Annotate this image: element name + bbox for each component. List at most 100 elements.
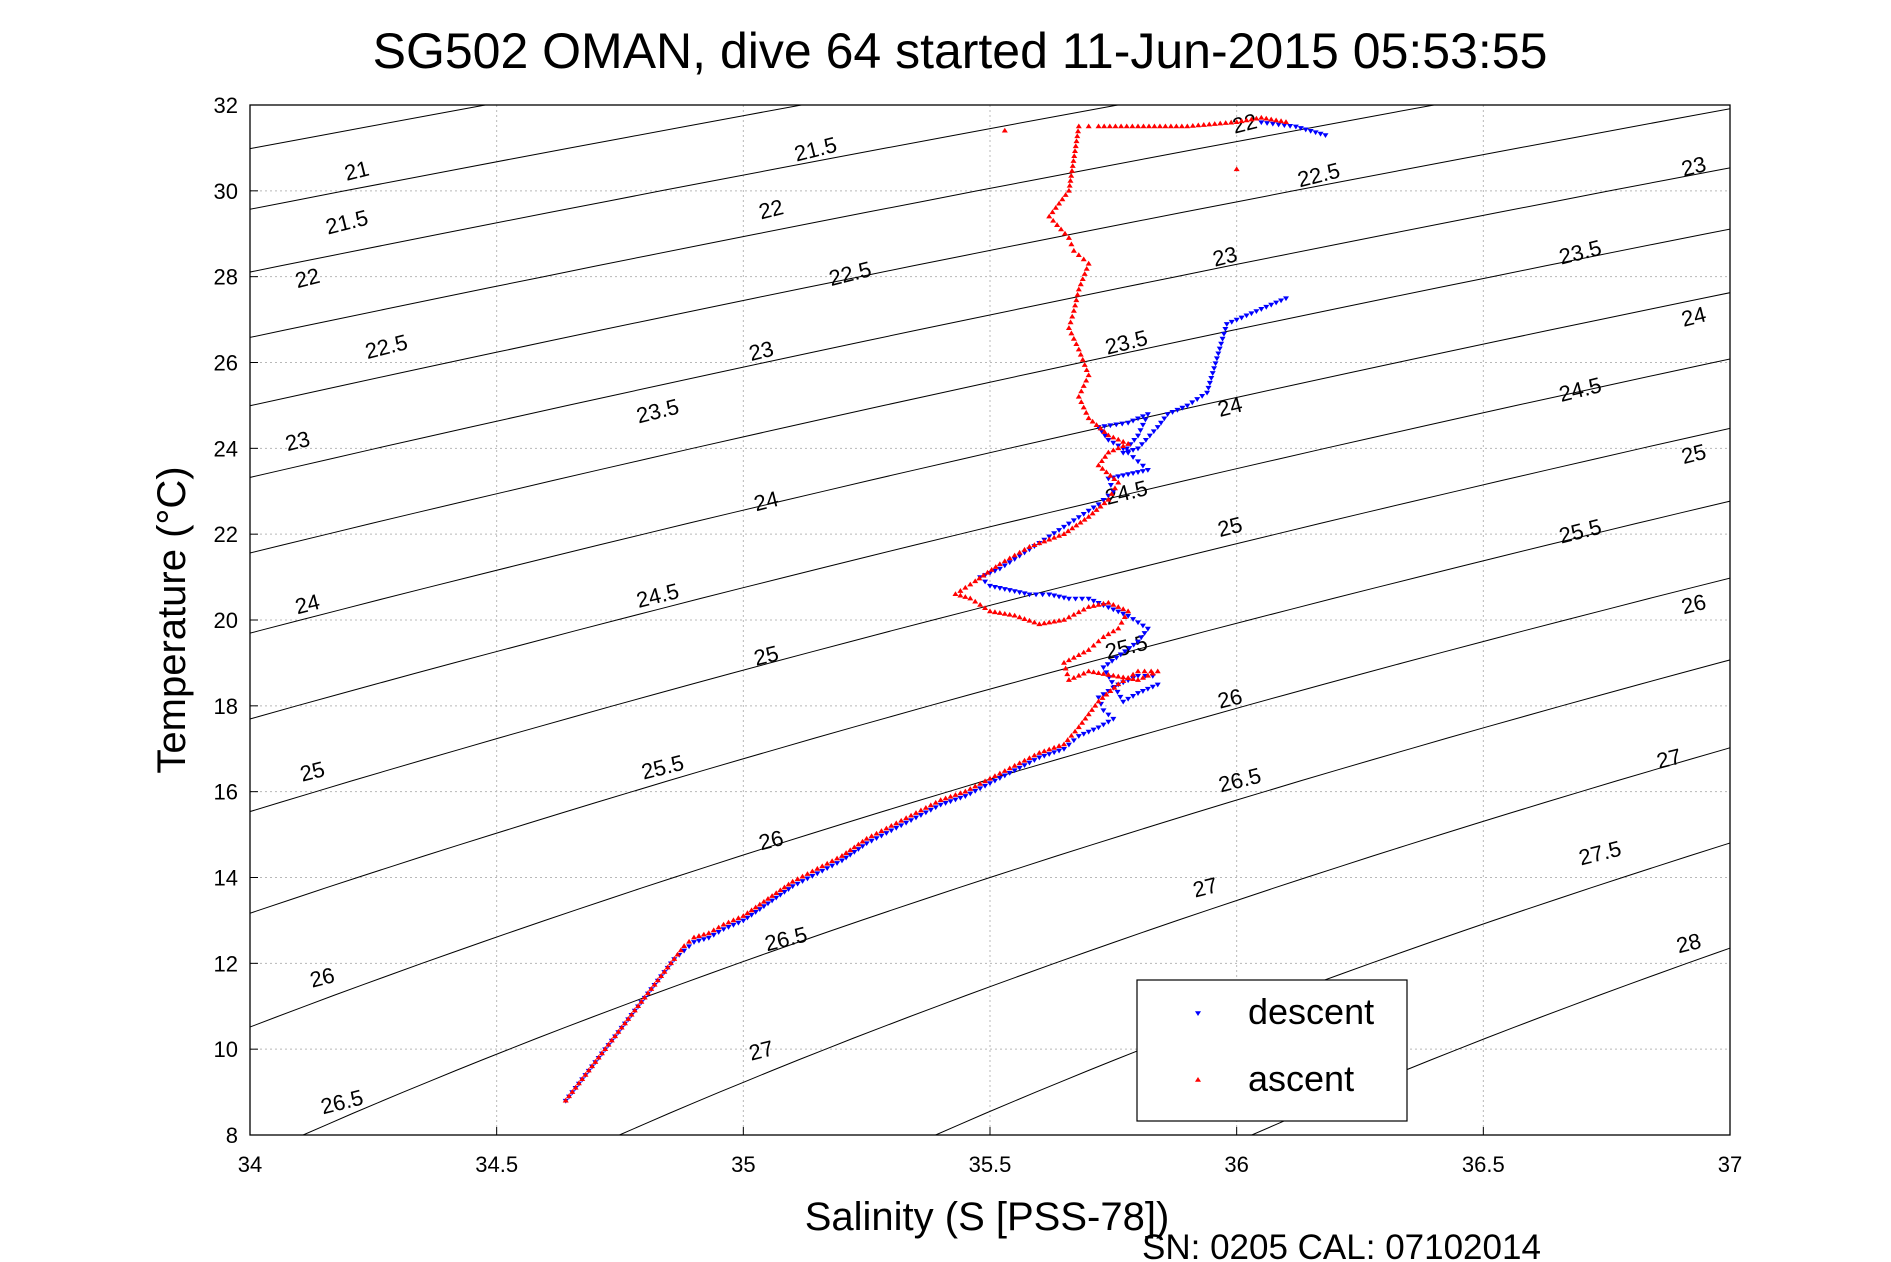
ascent-point [982,778,989,784]
descent-point [1006,770,1013,776]
ascent-point [1115,681,1122,687]
descent-point [957,795,964,801]
descent-point [1006,560,1013,566]
descent-point [1110,489,1117,495]
descent-point [1174,407,1181,413]
ascent-point [748,907,755,913]
descent-point [1011,557,1018,562]
ascent-point [1075,609,1082,615]
ascent-point [1049,209,1056,215]
legend-marker-descent [1195,1011,1201,1016]
y-tick-label: 24 [214,436,238,461]
descent-point [1072,596,1079,602]
ascent-point [947,793,954,799]
ascent-point [1278,118,1285,124]
ascent-point [1233,119,1240,124]
descent-point [1194,397,1201,402]
descent-point [1026,760,1033,766]
ascent-point [1070,611,1077,617]
ascent-point [1263,115,1270,121]
ascent-point [1065,614,1072,620]
descent-point [1051,593,1058,599]
ascent-point [1145,123,1152,129]
descent-point [1095,695,1102,701]
descent-point [1016,765,1023,771]
ascent-point [1072,148,1079,154]
ascent-point [1105,599,1112,605]
descent-point [1139,463,1146,469]
descent-point [1105,712,1112,718]
descent-point [1205,385,1212,391]
contour-label: 21.5 [792,132,840,167]
ascent-point [962,584,969,590]
descent-point [947,799,954,805]
svg-text:23.5: 23.5 [634,394,682,429]
ascent-point [1106,123,1113,129]
ascent-point [1253,115,1260,121]
ascent-point [980,572,987,578]
ascent-point [1090,642,1097,648]
ascent-point [962,594,969,599]
ascent-point [1069,313,1076,319]
ascent-point [644,990,651,996]
descent-point [1269,121,1276,127]
contour-label: 22.5 [826,256,874,291]
ascent-point [1120,606,1127,612]
ascent-point [991,773,998,779]
isopycnal-line [250,228,1730,554]
contour-label: 23 [746,336,776,366]
descent-point [1061,595,1067,601]
ascent-point [1056,617,1063,623]
descent-point [1119,421,1126,427]
svg-text:23.5: 23.5 [1103,325,1151,360]
descent-point [1085,729,1092,735]
descent-point [824,866,831,872]
ascent-point [1021,757,1028,763]
descent-point [1126,646,1133,651]
ascent-point [1068,172,1075,178]
descent-point [1070,738,1077,744]
descent-point [1135,673,1141,679]
svg-text:25: 25 [1215,512,1245,542]
contour-label: 24 [751,486,781,516]
ascent-point [972,578,979,584]
ascent-point [1105,496,1112,502]
descent-point [1297,126,1304,131]
descent-point [1307,128,1314,134]
descent-point [1233,317,1240,323]
descent-point [927,807,934,813]
ascent-point [927,802,934,808]
ascent-point [648,986,655,991]
ascent-point [1120,438,1127,444]
ascent-point [814,865,821,871]
ascent-point [1243,117,1250,123]
ascent-point [829,858,836,863]
ascent-point [992,564,999,569]
ascent-point [1062,192,1069,197]
descent-point [1135,446,1141,452]
ascent-point [661,968,668,974]
descent-point [1105,437,1112,443]
ascent-point [1085,260,1092,266]
isopycnal-line [250,167,1730,478]
ascent-point [1079,720,1086,725]
descent-point [1150,429,1157,435]
ascent-point [1082,715,1089,721]
ascent-point [967,595,974,601]
ascent-point [1118,123,1125,129]
x-tick-label: 37 [1718,1152,1742,1177]
descent-point [1109,658,1116,664]
ascent-point [1054,222,1061,227]
descent-point [1212,361,1219,367]
descent-point [1001,587,1008,592]
descent-point [781,890,788,895]
ascent-point [1099,465,1106,471]
ascent-point [859,838,866,844]
descent-point [1105,719,1112,725]
descent-point [1223,322,1230,327]
descent-point [752,910,759,915]
ascent-point [1046,213,1053,219]
ascent-point [1195,122,1202,128]
ascent-point [1080,256,1087,262]
svg-text:23: 23 [746,336,776,366]
